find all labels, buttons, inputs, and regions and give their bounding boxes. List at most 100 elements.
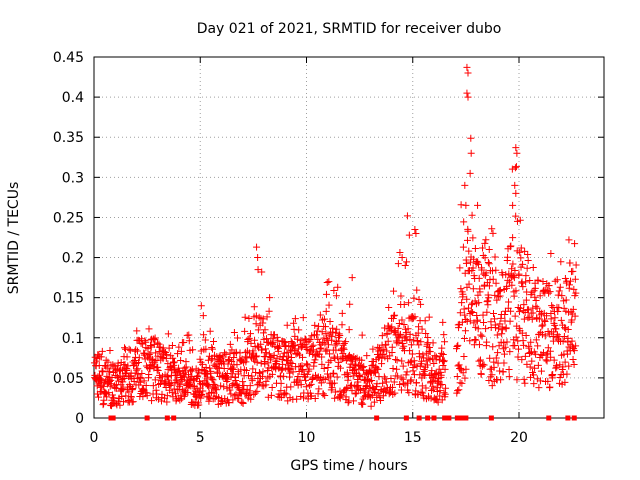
data-point — [406, 358, 414, 366]
data-point — [422, 329, 430, 337]
data-point — [141, 337, 149, 345]
data-point — [520, 375, 528, 383]
data-point — [127, 392, 135, 400]
data-point — [460, 218, 468, 226]
y-tick-label: 0.1 — [62, 331, 84, 347]
data-point — [369, 345, 377, 353]
data-point — [519, 337, 527, 345]
data-point — [460, 353, 468, 361]
data-point — [470, 272, 478, 280]
data-point — [410, 294, 418, 302]
data-point — [490, 310, 497, 318]
data-point — [500, 359, 508, 367]
y-tick-label: 0 — [75, 411, 84, 427]
data-point — [478, 266, 486, 274]
data-point — [115, 377, 123, 385]
data-point — [520, 315, 528, 323]
data-point — [500, 350, 508, 358]
data-point-outlier — [464, 69, 472, 77]
data-point — [497, 314, 505, 322]
x-tick-label: 0 — [90, 430, 99, 446]
zero-value-marker — [571, 415, 577, 421]
data-point — [251, 336, 259, 344]
data-point — [398, 357, 406, 365]
data-point — [571, 275, 579, 283]
data-point — [507, 307, 515, 315]
data-point — [363, 352, 371, 360]
data-point-outlier — [462, 201, 470, 209]
data-point — [378, 354, 386, 362]
data-point — [439, 361, 447, 369]
data-point — [268, 370, 276, 378]
data-point — [158, 390, 166, 398]
data-point — [569, 355, 577, 363]
data-point — [344, 373, 352, 381]
data-point — [252, 320, 260, 328]
data-point — [403, 258, 411, 266]
data-point — [547, 353, 555, 361]
data-point — [492, 324, 500, 332]
data-point — [543, 312, 551, 320]
data-point — [327, 356, 335, 364]
data-point — [407, 376, 415, 384]
data-point — [332, 346, 340, 354]
data-point-outlier — [461, 181, 469, 189]
data-point — [333, 373, 341, 381]
data-point — [241, 327, 249, 335]
data-point — [322, 290, 330, 298]
axes-frame — [93, 56, 605, 419]
data-point — [466, 337, 474, 345]
data-point — [267, 391, 275, 399]
data-point — [332, 292, 340, 300]
data-point — [235, 394, 243, 402]
data-point — [207, 367, 215, 375]
data-point — [277, 366, 285, 374]
data-point — [315, 385, 323, 393]
data-point — [324, 364, 332, 372]
data-point — [125, 345, 133, 353]
data-point — [301, 335, 309, 343]
data-point — [557, 316, 565, 324]
data-point — [258, 372, 266, 380]
data-point — [388, 323, 396, 331]
data-point — [429, 385, 437, 393]
zero-value-marker — [431, 415, 437, 421]
data-point — [290, 325, 298, 333]
data-point — [195, 369, 203, 377]
data-point — [149, 382, 157, 390]
data-point — [233, 334, 241, 342]
data-point — [532, 297, 540, 305]
data-point — [199, 387, 207, 395]
data-point — [321, 375, 329, 383]
data-point — [145, 325, 153, 333]
data-point — [220, 383, 228, 391]
data-point — [195, 401, 203, 409]
y-tick-label: 0.15 — [53, 291, 84, 307]
data-point — [467, 308, 475, 316]
data-point — [307, 392, 315, 400]
data-point — [491, 253, 499, 261]
data-point — [209, 376, 217, 384]
data-point — [462, 316, 470, 324]
data-point — [440, 357, 448, 365]
data-point — [405, 389, 413, 397]
data-point — [307, 380, 315, 388]
data-point — [418, 382, 426, 390]
data-point — [283, 348, 291, 356]
data-point — [378, 332, 386, 340]
data-point-outlier — [474, 201, 482, 209]
data-point — [280, 372, 288, 380]
data-point — [356, 372, 364, 380]
data-point — [554, 291, 562, 299]
data-point — [425, 313, 433, 321]
data-point — [299, 340, 307, 348]
data-point — [189, 346, 197, 354]
data-point-outlier — [254, 266, 262, 274]
data-point — [484, 258, 492, 266]
data-point — [339, 344, 347, 352]
zero-value-marker — [565, 415, 571, 421]
data-point — [519, 283, 527, 291]
data-point — [496, 286, 504, 294]
data-point — [226, 349, 234, 357]
zero-value-marker — [110, 415, 116, 421]
